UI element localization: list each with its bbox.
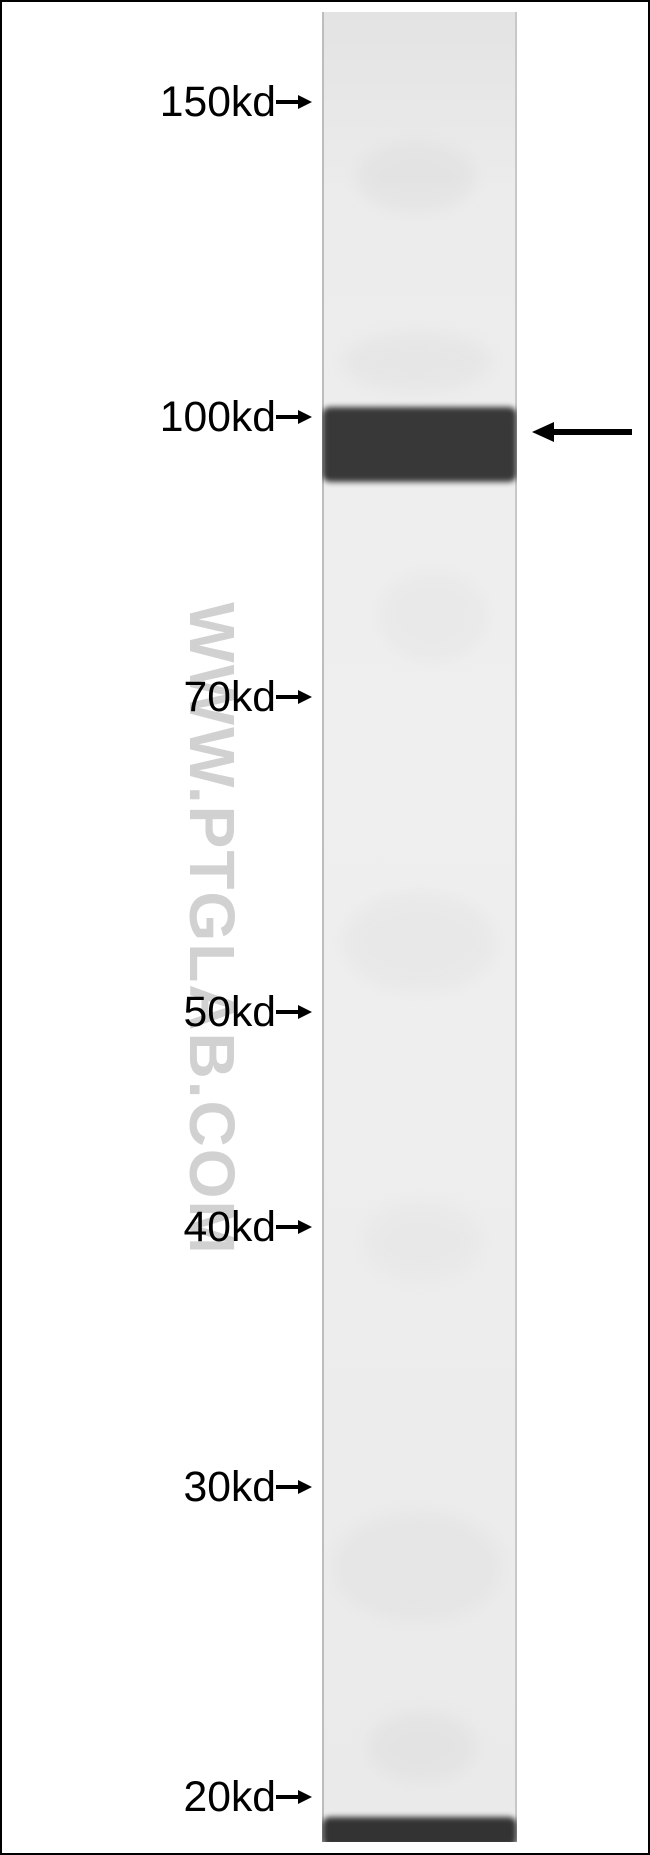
arrow-right-icon <box>276 1003 312 1021</box>
mw-marker-label: 30kd <box>184 1463 277 1512</box>
lane-smudge <box>378 572 488 662</box>
lane-smudge <box>367 1712 477 1782</box>
arrow-right-icon <box>276 1788 312 1806</box>
mw-marker-label: 50kd <box>184 988 277 1037</box>
lane-smudge <box>362 1202 482 1282</box>
mw-marker: 40kd <box>2 1195 312 1259</box>
mw-marker: 20kd <box>2 1765 312 1829</box>
lane-smudge <box>342 892 497 992</box>
lane-smudge <box>342 332 492 392</box>
mw-marker-label: 20kd <box>184 1773 277 1822</box>
mw-marker: 70kd <box>2 665 312 729</box>
blot-lane-inner <box>322 12 517 1842</box>
band-pointer-arrow <box>532 420 632 449</box>
blot-lane <box>322 12 517 1842</box>
arrow-right-icon <box>276 1218 312 1236</box>
blot-band-bottom-edge <box>322 1817 517 1842</box>
mw-marker: 50kd <box>2 980 312 1044</box>
mw-marker: 150kd <box>2 70 312 134</box>
mw-marker-label: 150kd <box>160 78 276 127</box>
arrow-right-icon <box>276 408 312 426</box>
arrow-right-icon <box>276 1478 312 1496</box>
blot-band-main-band <box>322 407 517 482</box>
lane-smudge <box>356 142 476 212</box>
mw-marker-label: 100kd <box>160 393 276 442</box>
lane-smudge <box>332 1512 502 1622</box>
mw-marker: 100kd <box>2 385 312 449</box>
mw-marker-label: 70kd <box>184 673 277 722</box>
arrow-right-icon <box>276 688 312 706</box>
mw-marker: 30kd <box>2 1455 312 1519</box>
mw-marker-label: 40kd <box>184 1203 277 1252</box>
blot-figure: WWW.PTGLAB.COM 150kd100kd70kd50kd40kd30k… <box>0 0 650 1855</box>
arrow-right-icon <box>276 93 312 111</box>
